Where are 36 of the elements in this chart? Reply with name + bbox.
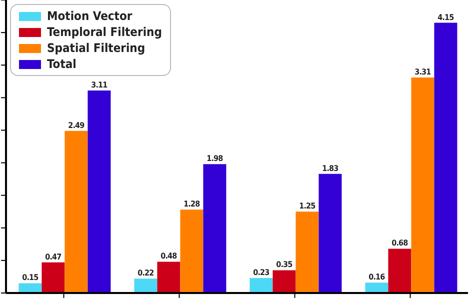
data-label: 3.31 — [414, 67, 432, 76]
bar — [411, 77, 434, 293]
bar — [318, 174, 342, 293]
data-label: 0.47 — [45, 252, 62, 262]
bar — [250, 278, 273, 293]
data-label: 0.15 — [22, 273, 39, 282]
bar — [388, 248, 412, 293]
data-label: 1.28 — [184, 200, 200, 209]
legend-label: Temploral Filtering — [47, 24, 162, 40]
data-label: 4.15 — [438, 12, 454, 22]
bar — [365, 282, 388, 293]
bar — [18, 283, 42, 293]
data-label: 1.83 — [322, 164, 339, 173]
bar — [64, 130, 88, 293]
legend-label: Spatial Filtering — [47, 40, 146, 56]
data-label: 0.35 — [276, 260, 293, 270]
data-label: 1.98 — [206, 154, 224, 164]
data-label: 2.49 — [68, 120, 85, 130]
bar — [434, 22, 458, 293]
bar — [180, 210, 204, 293]
data-label: 0.48 — [160, 252, 178, 261]
bar — [203, 164, 226, 293]
bar — [134, 278, 158, 293]
bar — [157, 262, 180, 293]
bar — [42, 262, 65, 293]
bar — [272, 270, 296, 293]
legend-label: Motion Vector — [47, 8, 132, 24]
legend-label: Total — [47, 56, 76, 72]
data-label: 0.16 — [368, 272, 386, 282]
data-label: 0.22 — [138, 268, 154, 278]
data-label: 0.68 — [392, 238, 408, 248]
data-label: 3.11 — [91, 80, 108, 90]
bar — [296, 212, 319, 293]
data-label: 1.25 — [299, 202, 316, 211]
bar — [88, 90, 111, 293]
data-label: 0.23 — [253, 268, 270, 278]
